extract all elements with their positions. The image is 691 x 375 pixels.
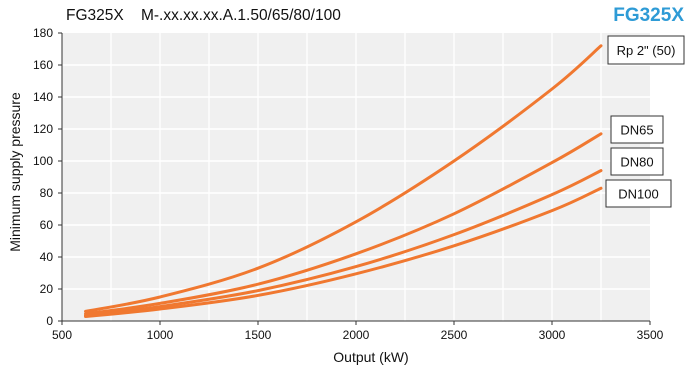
x-tick-label: 2500 xyxy=(441,328,468,342)
series-label: DN100 xyxy=(618,187,658,202)
series-line xyxy=(84,186,603,318)
x-tick-label: 500 xyxy=(52,328,72,342)
y-tick-label: 100 xyxy=(33,154,53,168)
y-tick-label: 120 xyxy=(33,122,53,136)
series-label: DN80 xyxy=(620,155,653,170)
y-tick-label: 80 xyxy=(40,186,54,200)
x-tick-label: 1000 xyxy=(147,328,174,342)
x-tick-label: 2000 xyxy=(343,328,370,342)
y-tick-label: 160 xyxy=(33,58,53,72)
y-tick-label: 0 xyxy=(46,314,53,328)
brand-label: FG325X xyxy=(613,5,684,26)
y-tick-label: 140 xyxy=(33,90,53,104)
x-tick-label: 3500 xyxy=(637,328,664,342)
x-tick-label: 3000 xyxy=(539,328,566,342)
series-line xyxy=(84,132,603,316)
series-label-box xyxy=(607,35,685,65)
series-label: DN65 xyxy=(620,123,653,138)
y-tick-label: 180 xyxy=(33,26,53,40)
y-tick-label: 20 xyxy=(40,282,54,296)
series-line xyxy=(84,44,603,313)
series-label-box xyxy=(610,147,664,176)
x-tick-label: 1500 xyxy=(245,328,272,342)
series-line xyxy=(84,169,603,317)
y-axis-label: Minimum supply pressure xyxy=(7,92,23,252)
x-axis-label: Output (kW) xyxy=(333,349,408,365)
series-label: Rp 2" (50) xyxy=(617,43,676,58)
series-label-box xyxy=(605,179,672,208)
series-label-box xyxy=(610,115,664,144)
y-tick-label: 40 xyxy=(40,250,54,264)
chart-title: FG325X M-.xx.xx.xx.A.1.50/65/80/100 xyxy=(66,7,341,24)
y-tick-label: 60 xyxy=(40,218,54,232)
